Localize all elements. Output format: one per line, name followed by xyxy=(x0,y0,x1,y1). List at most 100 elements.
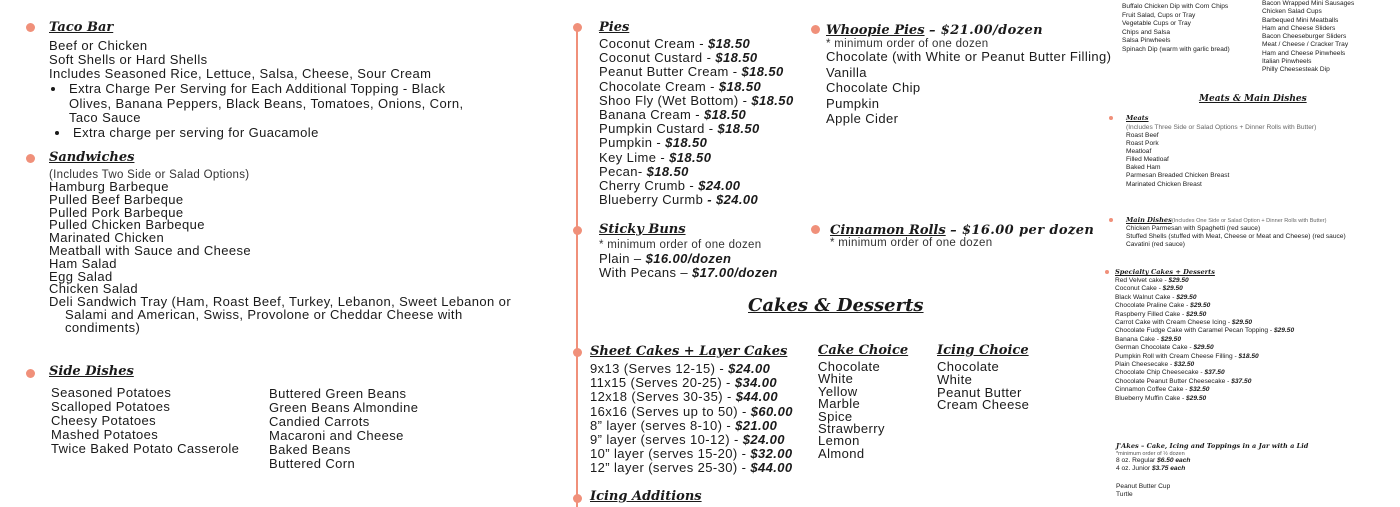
menu-item: Italian Pinwheels xyxy=(1262,58,1312,66)
menu-item: Cinnamon Coffee Cake - $32.50 xyxy=(1115,386,1294,394)
menu-item: Banana Cake - $29.50 xyxy=(1115,336,1294,344)
price: $32.50 xyxy=(1189,386,1210,394)
bullet-dot xyxy=(26,154,35,163)
price: $18.50 xyxy=(704,107,747,123)
menu-item: 4 oz. Junior $3.75 each xyxy=(1116,465,1190,473)
section-heading: Whoopie Pies – $21.00/dozen xyxy=(826,21,1043,39)
price: $29.50 xyxy=(1186,394,1207,402)
section-heading: Meats & Main Dishes xyxy=(1199,94,1307,104)
item-name: Chocolate Praline Cake - xyxy=(1115,302,1189,310)
menu-item: Scalloped Potatoes xyxy=(51,399,171,414)
menu-item: Cream Cheese xyxy=(937,397,1030,413)
price: $6.50 each xyxy=(1157,457,1191,464)
menu-item: Blueberry Muffin Cake - $29.50 xyxy=(1115,395,1294,403)
menu-item: Apple Cider xyxy=(826,111,899,127)
jakes-flavors: Peanut Butter Cup Turtle xyxy=(1116,483,1170,500)
bullet-dot xyxy=(1109,218,1113,222)
menu-item: Hamburg Barbeque xyxy=(49,179,169,194)
menu-item: Marinated Chicken Breast xyxy=(1126,180,1202,188)
price: $29.50 xyxy=(1231,319,1253,327)
price: $29.50 xyxy=(1193,344,1214,352)
price: $24.00 xyxy=(728,361,771,376)
price: $18.50 xyxy=(708,36,751,51)
price: $3.75 each xyxy=(1151,465,1186,472)
menu-item: Soft Shells or Hard Shells xyxy=(49,52,208,68)
menu-item: 12x18 (Serves 30-35) - $44.00 xyxy=(590,390,793,404)
menu-item: Chocolate Peanut Butter Cheesecake - $37… xyxy=(1115,378,1294,386)
menu-item: Mashed Potatoes xyxy=(51,427,159,442)
menu-item: Coconut Cream - $18.50 xyxy=(599,36,794,51)
section-note: (Includes One Side or Salad Option + Din… xyxy=(1171,218,1327,224)
menu-item: Ham and Cheese Sliders xyxy=(1262,24,1336,32)
price: $18.50 xyxy=(717,121,760,137)
price: $60.00 xyxy=(750,403,793,419)
item-name: 9” layer (serves 10-12) - xyxy=(590,432,739,448)
section-heading: Main Dishes(Includes One Side or Salad O… xyxy=(1126,216,1327,225)
menu-item: Chocolate Praline Cake - $29.50 xyxy=(1115,302,1294,310)
section-title: Main Dishes xyxy=(1126,216,1172,224)
price: $29.50 xyxy=(1160,335,1182,343)
section-note: (Includes Two Side or Salad Options) xyxy=(49,169,250,181)
section-note: *minimum order of ½ dozen xyxy=(1116,451,1185,457)
menu-item: Cheesy Potatoes xyxy=(51,413,157,428)
side-list: Seasoned Potatoes Scalloped Potatoes Chees… xyxy=(51,386,239,456)
section-title: Icing Choice xyxy=(937,343,1029,358)
price: $18.50 xyxy=(1238,352,1259,360)
menu-item: Macaroni and Cheese xyxy=(269,428,404,443)
section-note: * minimum order of one dozen xyxy=(599,239,762,251)
price: $29.50 xyxy=(1176,293,1197,301)
price: $24.00 xyxy=(698,178,741,194)
item-name: Banana Cake - xyxy=(1115,335,1159,343)
menu-item: Cherry Crumb - $24.00 xyxy=(599,178,794,194)
bullet-dot xyxy=(26,369,35,378)
menu-item: Barbequed Mini Meatballs xyxy=(1262,16,1339,24)
price: $21.00 xyxy=(735,417,778,433)
timeline xyxy=(576,27,578,507)
menu-item: White xyxy=(937,371,973,387)
menu-item: Strawberry xyxy=(818,421,885,437)
price: - $24.00 xyxy=(707,192,759,208)
section-title: Cinnamon Rolls xyxy=(830,223,946,238)
menu-item: Plain – $16.00/dozen xyxy=(599,251,778,266)
menu-item: Yellow xyxy=(818,383,858,399)
menu-item: Pumpkin Roll with Cream Cheese Filling -… xyxy=(1115,353,1294,361)
bullet-dot xyxy=(573,348,582,357)
item-name: Carrot Cake with Cream Cheese Icing - xyxy=(1115,319,1231,327)
menu-item: 8 oz. Regular $6.50 each xyxy=(1116,457,1190,465)
specialty-list: Red Velvet cake - $29.50 Coconut Cake - $… xyxy=(1115,277,1294,403)
taco-bullets: Extra Charge Per Serving for Each Additi… xyxy=(66,81,486,141)
item-name: Banana Cream - xyxy=(599,107,700,123)
bullet-dot xyxy=(1109,116,1113,120)
price: $32.00 xyxy=(750,446,793,462)
section-title: Specialty Cakes + Desserts xyxy=(1115,268,1215,276)
menu-item: Stuffed Shells (stuffed with Meat, Chees… xyxy=(1126,233,1346,241)
item-name: 8 oz. Regular xyxy=(1116,457,1156,464)
menu-item: Chocolate Chip xyxy=(826,80,921,96)
item-name: 10” layer (serves 15-20) - xyxy=(590,446,747,462)
menu-item: Pumpkin xyxy=(826,95,880,111)
item-name: 16x16 (Serves up to 50) - xyxy=(590,403,747,419)
menu-item: Parmesan Breaded Chicken Breast xyxy=(1126,172,1230,180)
price: $24.00 xyxy=(742,432,785,448)
menu-item: Extra charge per serving for Guacamole xyxy=(70,125,486,141)
item-name: 4 oz. Junior xyxy=(1116,465,1151,472)
menu-item: Coconut Cake - $29.50 xyxy=(1115,285,1294,293)
menu-item: Vanilla xyxy=(826,64,867,80)
section-heading: Cinnamon Rolls – $16.00 per dozen xyxy=(830,221,1094,239)
menu-item: Twice Baked Potato Casserole xyxy=(51,441,240,456)
section-title: Sheet Cakes + Layer Cakes xyxy=(590,344,788,359)
menu-item: Buttered Corn xyxy=(269,456,356,471)
menu-item: With Pecans – $17.00/dozen xyxy=(599,266,778,280)
item-name: Chocolate Chip Cheesecake - xyxy=(1115,369,1203,377)
menu-item: 8” layer (serves 8-10) - $21.00 xyxy=(590,417,793,433)
item-name: Plain Cheesecake - xyxy=(1115,361,1173,369)
menu-item: Spice xyxy=(818,408,853,424)
menu-item: Seasoned Potatoes xyxy=(51,385,172,400)
item-name: Cherry Crumb - xyxy=(599,178,695,194)
menu-item: Candied Carrots xyxy=(269,414,370,429)
bullet-dot xyxy=(811,225,820,234)
item-name: With Pecans – xyxy=(599,265,689,281)
price: $29.50 xyxy=(1162,285,1183,293)
menu-item: Chocolate xyxy=(937,359,1000,374)
item-name: Raspberry Filled Cake - xyxy=(1115,310,1185,318)
